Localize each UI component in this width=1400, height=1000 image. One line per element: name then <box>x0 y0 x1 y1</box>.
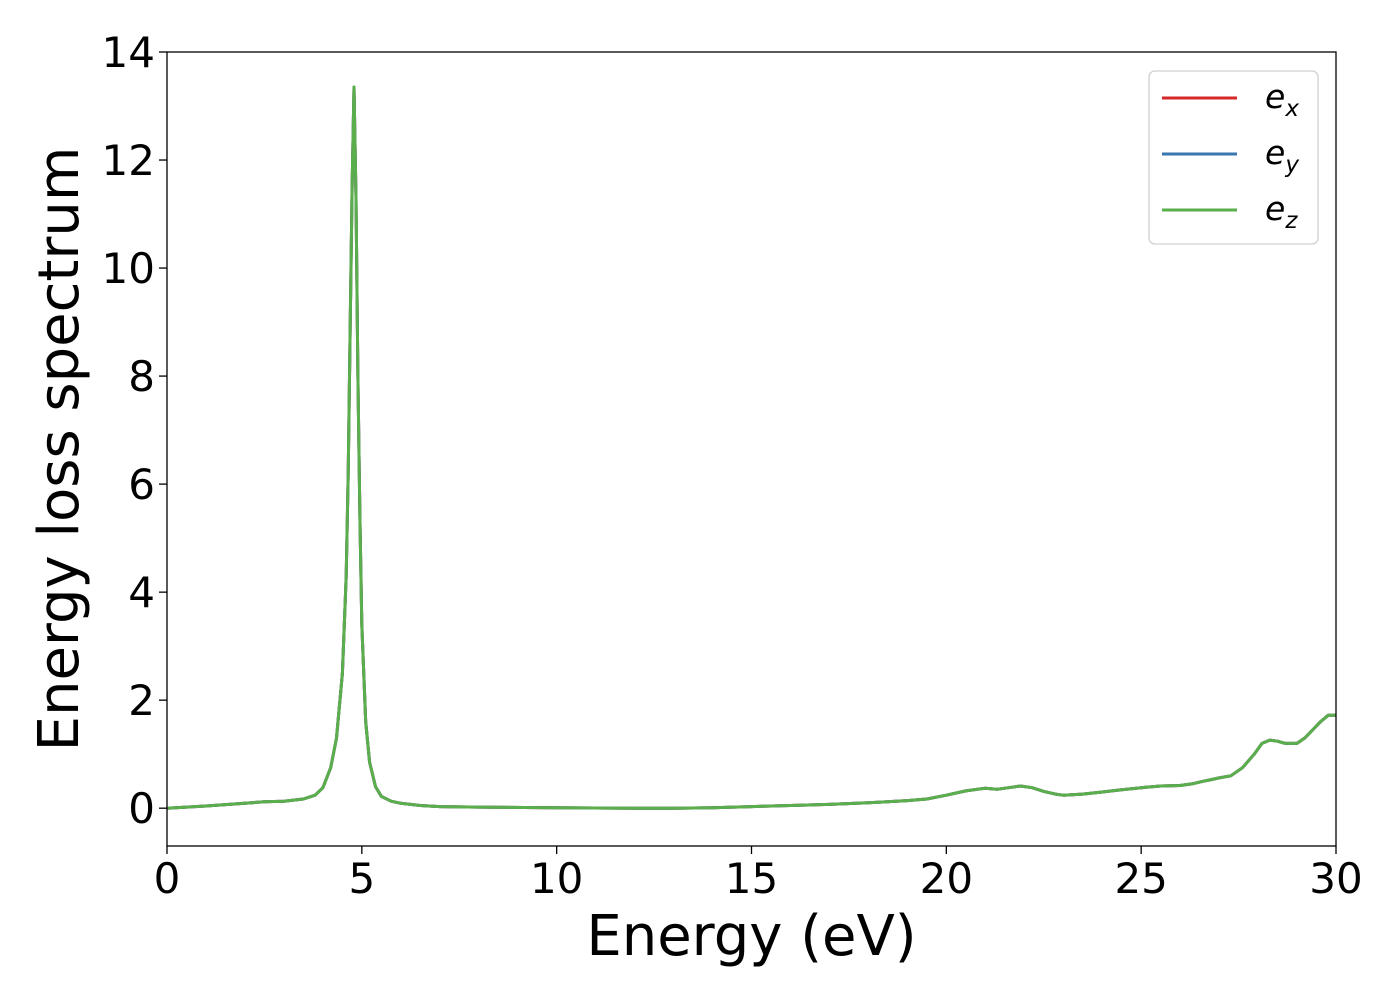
x-axis-title: Energy (eV) <box>586 904 916 969</box>
x-tick-label: 30 <box>1309 854 1362 903</box>
y-axis-title: Energy loss spectrum <box>27 147 92 752</box>
y-tick-label: 4 <box>128 568 155 617</box>
y-tick-label: 6 <box>128 460 155 509</box>
x-tick-label: 25 <box>1114 854 1167 903</box>
x-tick-label: 0 <box>154 854 181 903</box>
legend-box <box>1148 70 1319 245</box>
y-tick-label: 0 <box>128 784 155 833</box>
series-line-z <box>167 85 1336 810</box>
y-tick-label: 8 <box>128 352 155 401</box>
y-tick-label: 2 <box>128 676 155 725</box>
x-axis-ticks: 0 5 10 15 20 25 30 <box>154 846 1363 903</box>
x-tick-label: 10 <box>530 854 583 903</box>
y-tick-label: 10 <box>102 244 155 293</box>
y-tick-label: 12 <box>102 136 155 185</box>
x-tick-label: 15 <box>725 854 778 903</box>
x-tick-label: 20 <box>920 854 973 903</box>
y-tick-label: 14 <box>102 28 155 77</box>
x-tick-label: 5 <box>348 854 375 903</box>
series-layer <box>167 85 1336 810</box>
y-axis-ticks: 0 2 4 6 8 10 12 14 <box>102 28 167 833</box>
